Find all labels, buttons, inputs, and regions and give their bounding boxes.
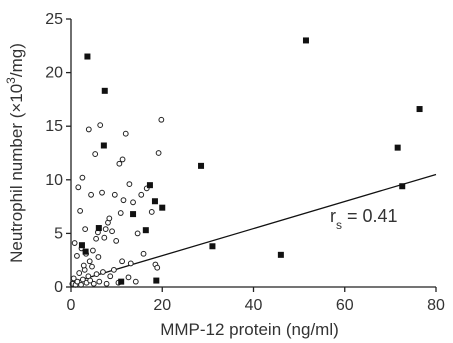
open-circle-point <box>99 189 105 196</box>
open-circle-point <box>116 160 123 167</box>
x-tick-label: 80 <box>427 297 445 314</box>
filled-square-point <box>302 37 309 44</box>
filled-square-point <box>142 227 149 234</box>
x-tick-label: 60 <box>336 297 354 314</box>
open-circle-point <box>110 266 117 273</box>
filled-square-point <box>416 106 423 113</box>
x-tick-label: 20 <box>153 297 171 314</box>
filled-square-point <box>399 183 406 190</box>
open-circle-point <box>130 199 136 206</box>
open-circle-point <box>127 260 134 267</box>
x-axis-label: MMP-12 protein (ng/ml) <box>160 320 339 339</box>
filled-square-point <box>151 198 158 205</box>
open-circle-point <box>109 228 115 235</box>
open-circle-point <box>74 278 81 285</box>
filled-square-point <box>95 225 102 232</box>
y-axis-label-main: Neutrophil number (×10 <box>7 84 26 263</box>
correlation-annotation: rs = 0.41 <box>330 206 398 232</box>
open-circle-point <box>134 230 141 237</box>
y-axis-label: Neutrophil number (×103/mg) <box>4 43 26 263</box>
open-circle-point <box>97 122 104 129</box>
open-circle-point <box>71 240 78 246</box>
open-circle-point <box>117 210 124 216</box>
open-circle-point <box>113 238 120 244</box>
open-circle-point <box>95 254 102 260</box>
open-circle-point <box>119 156 126 163</box>
filled-square-point <box>118 278 125 285</box>
open-circle-point <box>79 276 86 283</box>
annotation-prefix: r <box>330 206 336 226</box>
data-points <box>69 37 423 288</box>
open-circle-point <box>158 116 165 123</box>
open-circle-point <box>119 258 125 265</box>
open-circle-point <box>155 150 162 156</box>
open-circle-point <box>93 271 100 278</box>
filled-square-point <box>82 248 89 255</box>
open-circle-point <box>86 258 93 265</box>
filled-square-point <box>146 182 153 189</box>
open-circle-point <box>89 263 95 270</box>
filled-square-point <box>153 277 160 284</box>
open-circle-point <box>107 273 114 280</box>
y-axis-label-tail: /mg) <box>7 43 26 77</box>
open-circle-point <box>87 277 94 284</box>
y-tick-label: 20 <box>45 65 63 82</box>
open-circle-point <box>106 215 113 222</box>
open-circle-point <box>122 130 129 137</box>
open-circle-point <box>125 274 132 281</box>
open-circle-point <box>140 250 147 257</box>
open-circle-point <box>77 207 84 214</box>
open-circle-point <box>90 247 96 254</box>
y-tick-label: 5 <box>54 225 63 242</box>
open-circle-point <box>79 174 86 181</box>
open-circle-point <box>96 278 103 285</box>
open-circle-point <box>138 191 145 198</box>
open-circle-point <box>90 280 97 287</box>
open-circle-point <box>102 226 109 233</box>
filled-square-point <box>198 162 205 169</box>
open-circle-point <box>111 191 118 198</box>
open-circle-point <box>92 151 99 157</box>
plot-area <box>70 173 437 284</box>
open-circle-point <box>80 262 87 269</box>
open-circle-point <box>75 184 82 191</box>
y-tick-label: 0 <box>54 279 63 296</box>
tick-labels: 0 20 40 60 80 0 5 10 15 20 25 <box>45 11 445 314</box>
x-tick-label: 40 <box>245 297 263 314</box>
filled-square-point <box>209 243 216 250</box>
open-circle-point <box>148 209 155 215</box>
open-circle-point <box>82 226 89 233</box>
open-circle-point <box>93 235 99 242</box>
open-circle-point <box>154 264 161 271</box>
open-circle-point <box>101 234 108 241</box>
open-circle-point <box>132 278 139 285</box>
open-circle-point <box>126 181 133 187</box>
y-tick-label: 15 <box>45 118 63 135</box>
open-circle-point <box>88 191 94 198</box>
filled-square-point <box>130 211 137 218</box>
annotation-value: = 0.41 <box>342 206 398 226</box>
filled-square-point <box>78 242 85 249</box>
open-circle-point <box>103 280 110 287</box>
annotation-subscript: s <box>336 218 342 232</box>
filled-square-point <box>100 142 107 149</box>
x-tick-label: 0 <box>67 297 76 314</box>
filled-square-point <box>159 204 166 211</box>
filled-square-point <box>394 144 401 151</box>
open-circle-point <box>76 270 83 276</box>
open-circle-point <box>85 126 92 133</box>
filled-square-point <box>101 87 108 94</box>
y-tick-label: 10 <box>45 172 63 189</box>
y-axis-label-superscript: 3 <box>4 77 18 84</box>
open-circle-point <box>74 253 80 259</box>
open-circle-point <box>120 197 127 204</box>
filled-square-point <box>277 251 284 258</box>
regression-line <box>70 173 437 284</box>
filled-square-point <box>84 53 91 60</box>
axes <box>70 19 436 288</box>
y-tick-label: 25 <box>45 11 63 28</box>
open-circle-point <box>100 269 106 275</box>
